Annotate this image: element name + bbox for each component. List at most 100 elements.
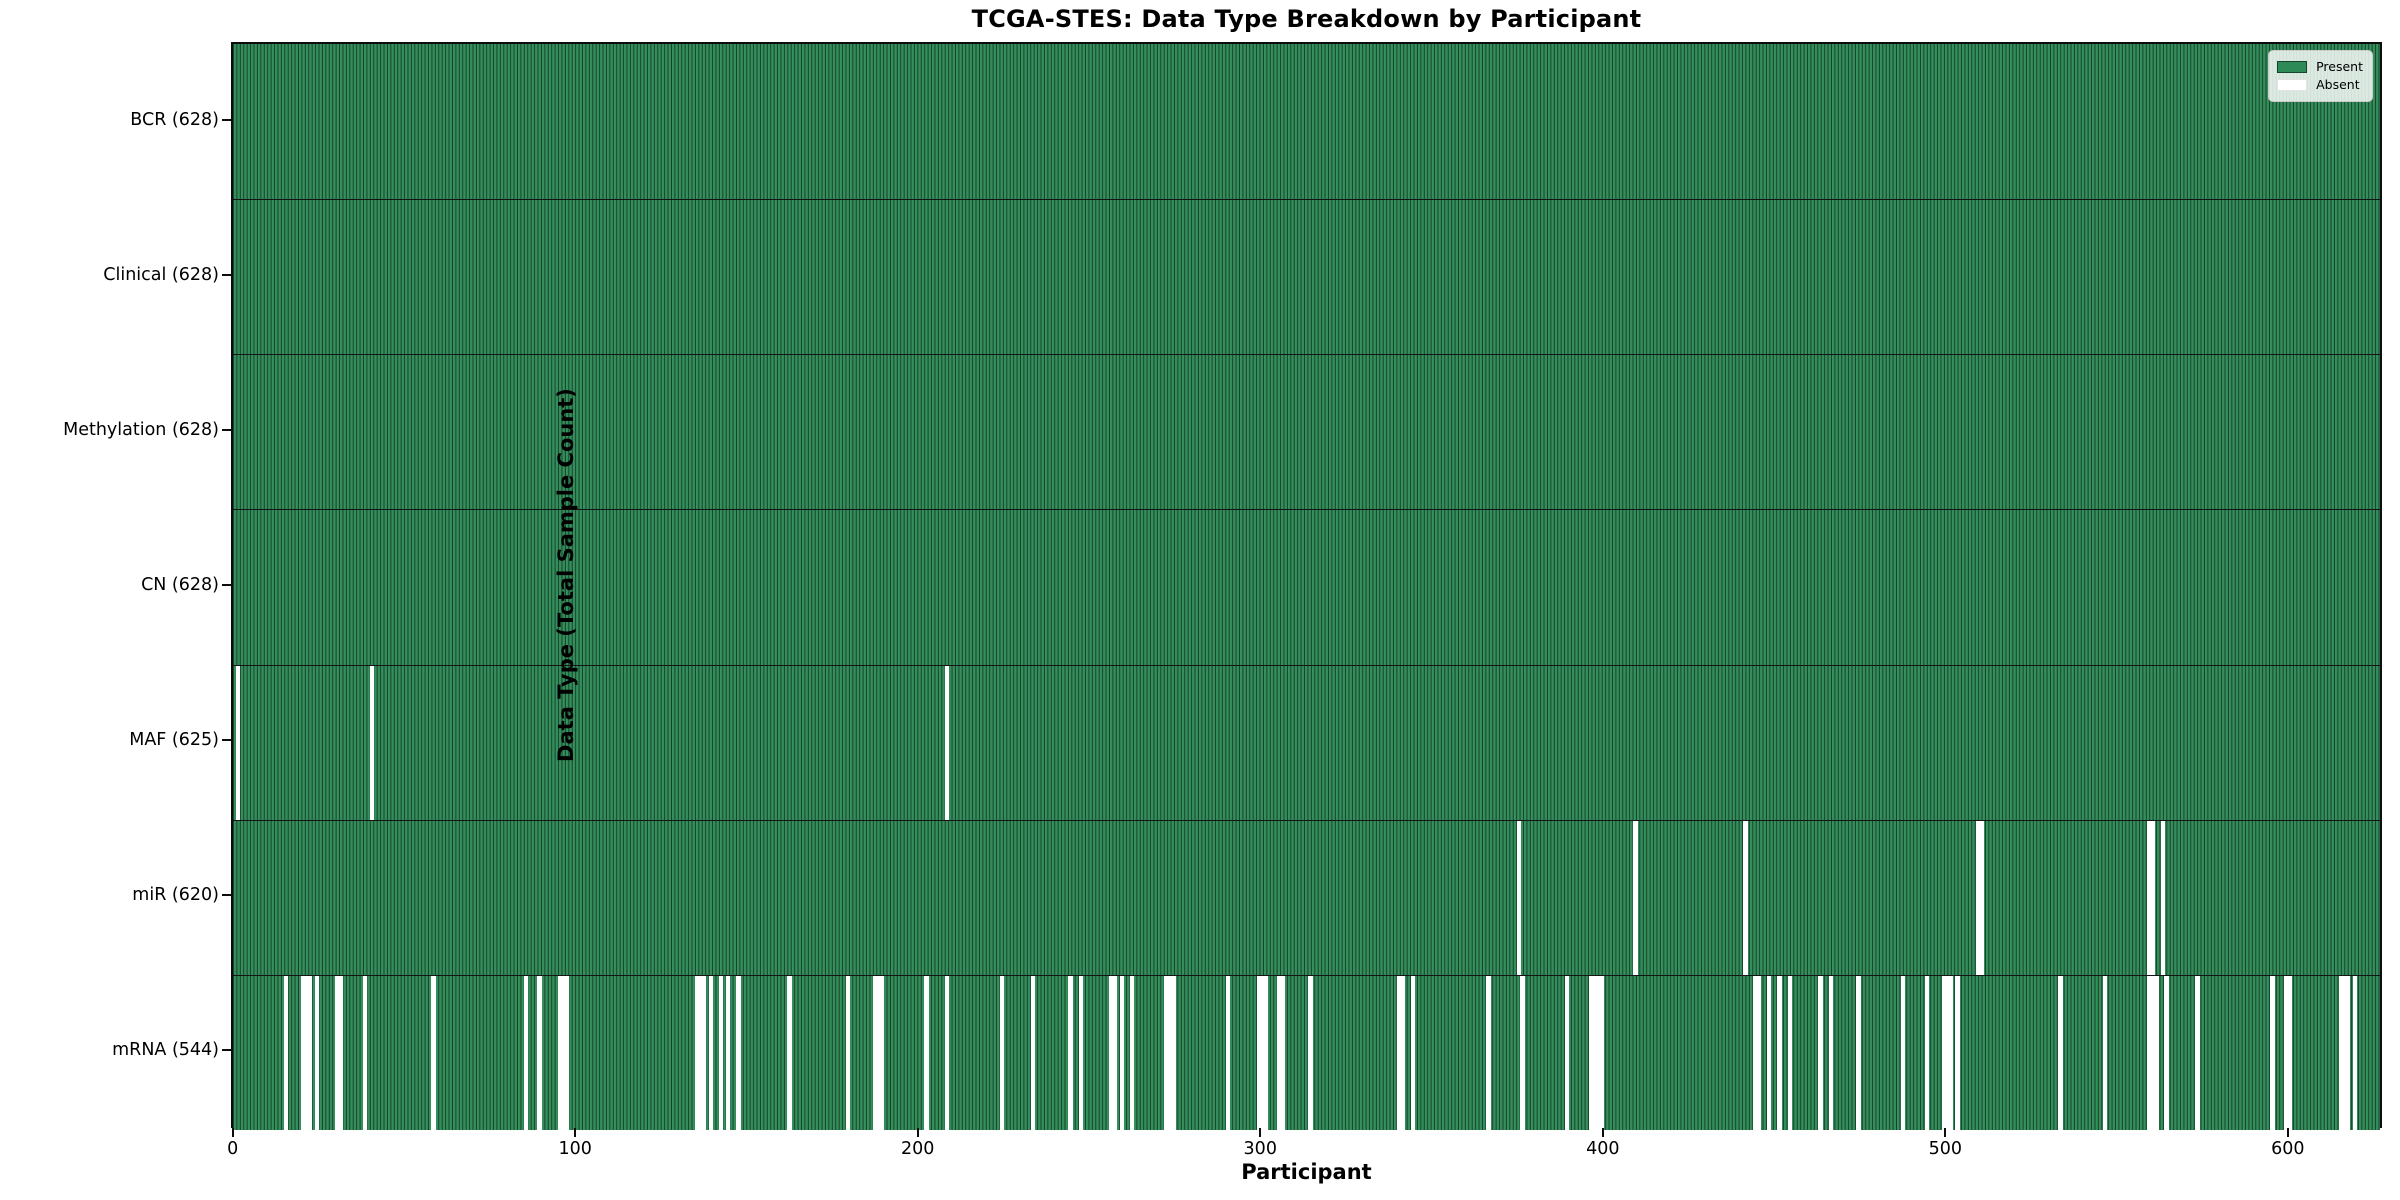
absent-gap xyxy=(1948,975,1954,1130)
absent-gap xyxy=(1599,975,1604,1130)
absent-gap xyxy=(1818,975,1823,1130)
absent-gap xyxy=(698,975,703,1130)
absent-gap xyxy=(1170,975,1176,1130)
absent-gap xyxy=(787,975,792,1130)
x-tick-mark xyxy=(231,1128,234,1137)
absent-gap xyxy=(369,665,375,820)
absent-gap xyxy=(338,975,344,1130)
legend-absent-label: Absent xyxy=(2316,77,2360,92)
x-tick-label-600: 600 xyxy=(2271,1139,2305,1159)
absent-gap xyxy=(2338,975,2344,1130)
absent-gap xyxy=(1129,975,1135,1130)
absent-gap xyxy=(304,975,309,1130)
absent-gap xyxy=(1595,975,1601,1130)
absent-gap xyxy=(1633,820,1638,975)
y-tick-label-CN: CN (628) xyxy=(141,575,219,595)
absent-gap xyxy=(307,975,313,1130)
absent-gap xyxy=(1400,975,1405,1130)
absent-gap xyxy=(1112,975,1118,1130)
absent-gap xyxy=(335,975,340,1130)
absent-gap xyxy=(2352,975,2358,1130)
absent-gap xyxy=(725,975,731,1130)
y-tick-label-Methylation: Methylation (628) xyxy=(63,419,219,440)
absent-gap xyxy=(1945,975,1950,1130)
absent-gap xyxy=(523,975,529,1130)
absent-gap xyxy=(873,975,878,1130)
absent-gap xyxy=(1941,975,1947,1130)
absent-gap xyxy=(1263,975,1268,1130)
absent-gap xyxy=(944,975,950,1130)
absent-gap xyxy=(876,975,881,1130)
absent-gap xyxy=(1975,820,1981,975)
absent-gap xyxy=(2345,975,2351,1130)
x-tick-label-200: 200 xyxy=(901,1139,935,1159)
absent-gap xyxy=(283,975,289,1130)
y-tick-mark xyxy=(222,118,231,121)
x-tick-label-300: 300 xyxy=(1243,1139,1277,1159)
absent-gap xyxy=(1277,975,1282,1130)
absent-gap xyxy=(2147,820,2152,975)
absent-gap xyxy=(1410,975,1416,1130)
absent-gap xyxy=(999,975,1005,1130)
absent-gap xyxy=(1119,975,1125,1130)
absent-gap xyxy=(1924,975,1930,1130)
absent-gap xyxy=(1856,975,1861,1130)
absent-gap xyxy=(1520,975,1525,1130)
y-tick-label-MAF: MAF (625) xyxy=(129,730,219,751)
absent-gap xyxy=(1828,975,1834,1130)
row-MAF xyxy=(233,664,2380,820)
absent-gap xyxy=(1592,975,1597,1130)
absent-gap xyxy=(301,975,306,1130)
absent-gap xyxy=(1516,820,1522,975)
absent-gap xyxy=(1280,975,1286,1130)
absent-gap xyxy=(879,975,885,1130)
absent-gap xyxy=(2287,975,2293,1130)
absent-gap xyxy=(431,975,436,1130)
absent-gap xyxy=(924,975,929,1130)
legend-entry-present: Present xyxy=(2277,59,2363,74)
absent-gap xyxy=(1955,975,1960,1130)
absent-gap xyxy=(1078,975,1084,1130)
y-axis-title: Data Type (Total Sample Count) xyxy=(554,388,578,762)
absent-gap xyxy=(2270,975,2275,1130)
x-tick-mark xyxy=(2286,1128,2289,1137)
absent-gap xyxy=(694,975,700,1130)
absent-gap xyxy=(1979,820,1984,975)
absent-gap xyxy=(2150,975,2156,1130)
absent-gap xyxy=(2150,820,2156,975)
absent-gap xyxy=(1777,975,1782,1130)
x-tick-label-500: 500 xyxy=(1928,1139,1962,1159)
absent-gap xyxy=(1030,975,1036,1130)
x-tick-mark xyxy=(1944,1128,1947,1137)
absent-gap xyxy=(1256,975,1262,1130)
absent-gap xyxy=(2164,975,2169,1130)
absent-gap xyxy=(1588,975,1594,1130)
absent-gap xyxy=(1164,975,1169,1130)
absent-gap xyxy=(2195,975,2200,1130)
absent-gap xyxy=(2284,975,2289,1130)
x-tick-mark xyxy=(574,1128,577,1137)
row-mRNA xyxy=(233,974,2380,1130)
x-tick-label-400: 400 xyxy=(1586,1139,1620,1159)
y-tick-mark xyxy=(222,273,231,276)
absent-gap xyxy=(1486,975,1491,1130)
legend-entry-absent: Absent xyxy=(2277,77,2363,92)
absent-gap xyxy=(1260,975,1265,1130)
absent-gap xyxy=(2058,975,2063,1130)
y-tick-label-mRNA: mRNA (544) xyxy=(112,1040,219,1061)
absent-gap xyxy=(537,975,542,1130)
absent-gap xyxy=(314,975,320,1130)
absent-gap xyxy=(2102,975,2108,1130)
absent-gap xyxy=(564,975,570,1130)
y-tick-mark xyxy=(222,739,231,742)
absent-gap xyxy=(845,975,851,1130)
absent-gap xyxy=(735,975,741,1130)
absent-gap xyxy=(2154,975,2159,1130)
y-tick-mark xyxy=(222,894,231,897)
absent-gap xyxy=(944,665,950,820)
absent-gap xyxy=(1564,975,1570,1130)
x-tick-label-100: 100 xyxy=(558,1139,592,1159)
absent-gap xyxy=(718,975,724,1130)
plot-area: Present Absent xyxy=(231,42,2382,1130)
